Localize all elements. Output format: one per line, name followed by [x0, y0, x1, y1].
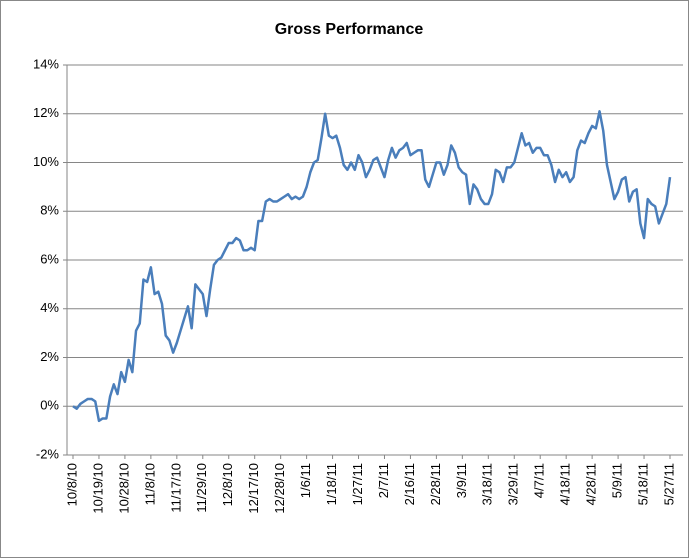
y-tick-label: 6% — [40, 251, 59, 266]
x-tick-label: 4/7/11 — [532, 463, 547, 498]
x-tick-label: 2/28/11 — [428, 463, 443, 505]
x-tick-label: 5/18/11 — [635, 463, 650, 505]
chart-title: Gross Performance — [275, 21, 424, 38]
y-tick-label: 4% — [40, 300, 59, 315]
x-tick-label: 4/18/11 — [558, 463, 573, 505]
x-tick-label: 11/29/10 — [194, 463, 209, 513]
x-tick-label: 4/28/11 — [584, 463, 599, 505]
x-tick-label: 12/17/10 — [246, 463, 261, 514]
y-tick-label: 12% — [33, 105, 59, 120]
line-series — [72, 110, 672, 423]
x-tick-label: 12/8/10 — [220, 463, 235, 506]
x-tick-label: 10/19/10 — [90, 463, 105, 514]
x-tick-label: 1/18/11 — [324, 463, 339, 505]
x-tick-label: 11/8/10 — [142, 463, 157, 505]
x-tick-label: 5/9/11 — [610, 463, 625, 498]
x-tick-label: 2/16/11 — [402, 463, 417, 505]
x-tick-label: 12/28/10 — [272, 463, 287, 514]
x-tick-label: 3/18/11 — [480, 463, 495, 505]
y-tick-label: -2% — [36, 446, 60, 461]
x-tick-label: 2/7/11 — [376, 463, 391, 498]
y-tick-label: 8% — [40, 203, 59, 218]
x-tick-label: 3/9/11 — [454, 463, 469, 498]
x-tick-label: 11/17/10 — [168, 463, 183, 513]
y-tick-label: 2% — [40, 349, 59, 364]
x-tick-label: 10/8/10 — [64, 463, 79, 506]
x-tick-label: 1/27/11 — [350, 463, 365, 505]
x-tick-label: 1/6/11 — [298, 463, 313, 498]
y-tick-label: 0% — [40, 398, 59, 413]
y-tick-label: 14% — [33, 56, 59, 71]
x-tick-label: 3/29/11 — [506, 463, 521, 505]
x-tick-label: 5/27/11 — [661, 463, 676, 505]
y-tick-label: 10% — [33, 154, 59, 169]
x-tick-label: 10/28/10 — [116, 463, 131, 514]
